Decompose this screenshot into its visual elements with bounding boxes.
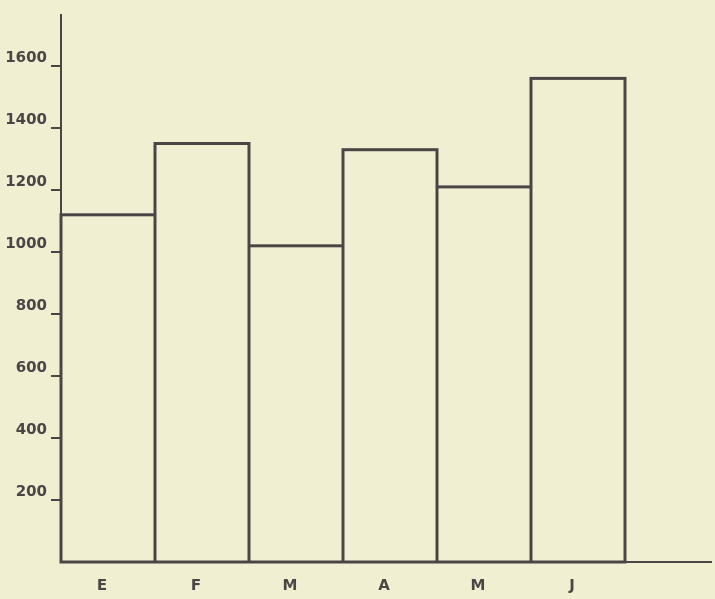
bar-j-5 xyxy=(529,76,627,564)
bar-m-4 xyxy=(435,185,533,564)
y-tick-label: 1000 xyxy=(5,234,47,252)
axes-group xyxy=(60,14,712,563)
x-tick-label: A xyxy=(378,576,390,594)
bar-e-0 xyxy=(59,213,157,564)
y-tick-label: 400 xyxy=(16,420,47,438)
y-tick-label: 1600 xyxy=(5,48,47,66)
y-tick-label: 1200 xyxy=(5,172,47,190)
x-tick-label: E xyxy=(97,576,107,594)
y-tick-label: 600 xyxy=(16,358,47,376)
y-ticks-group: 200 400 600 800 1000 1200 1400 1600 xyxy=(5,48,61,501)
x-tick-label: J xyxy=(568,576,575,594)
y-tick-label: 200 xyxy=(16,482,47,500)
bar-a-3 xyxy=(341,148,439,564)
bar-m-2 xyxy=(247,244,345,564)
y-tick-label: 800 xyxy=(16,296,47,314)
bar-f-1 xyxy=(153,142,251,564)
y-tick-label: 1400 xyxy=(5,110,47,128)
x-tick-label: F xyxy=(191,576,201,594)
bars-group xyxy=(59,76,627,564)
x-tick-label: M xyxy=(471,576,486,594)
x-tick-label: M xyxy=(283,576,298,594)
